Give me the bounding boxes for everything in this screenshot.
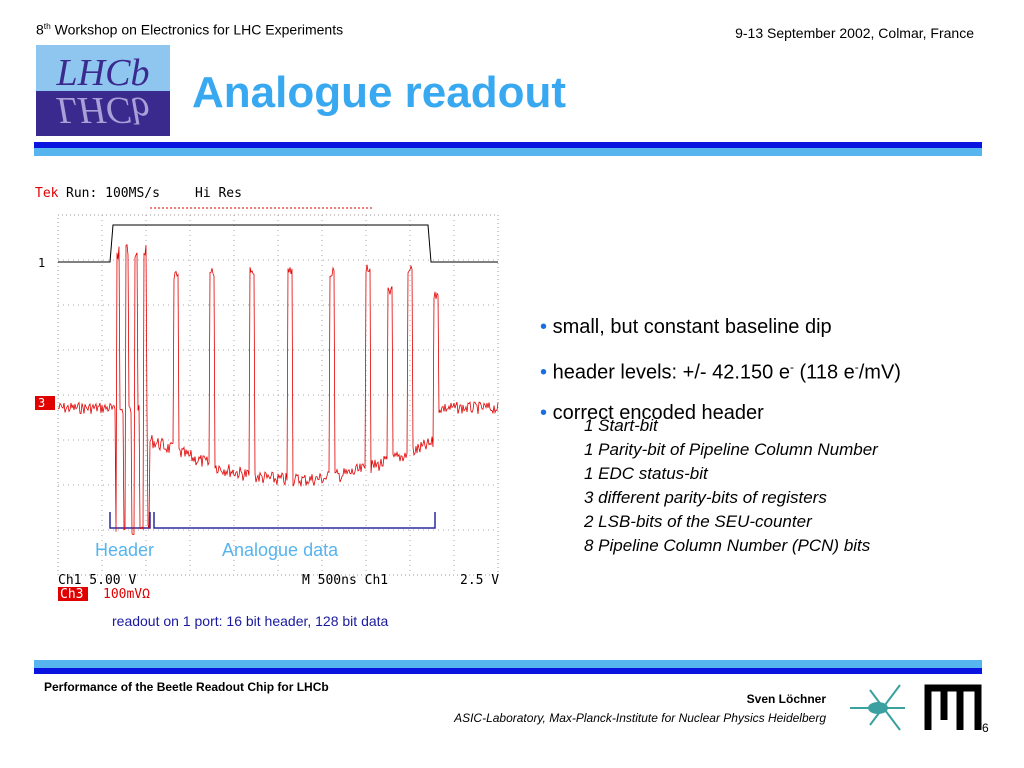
sub-item: 2 LSB-bits of the SEU-counter: [584, 512, 812, 531]
workshop-name: Workshop on Electronics for LHC Experime…: [50, 21, 344, 38]
ch1-trace: [58, 224, 498, 263]
logo-text: LHCb: [56, 52, 150, 94]
bullet-text: correct encoded header: [552, 401, 764, 424]
sub-item: 3 different parity-bits of registers: [584, 488, 827, 507]
sub-item: 1 Parity-bit of Pipeline Column Number: [584, 440, 878, 459]
page-number: 6: [982, 721, 989, 735]
rule-light: [34, 660, 982, 668]
ch3-label: Ch3: [60, 587, 83, 602]
oscilloscope: Tek Run: 100MS/s Hi Res 1 3 Ch1 5.00 V M…: [35, 186, 499, 602]
bullet-text: /mV): [858, 361, 901, 384]
scope-mode: Hi Res: [195, 186, 242, 201]
sub-item: 8 Pipeline Column Number (PCN) bits: [584, 536, 871, 555]
ch1-scale: Ch1 5.00 V: [58, 573, 136, 588]
bullet-text: (118 e: [793, 361, 855, 384]
mpi-logo: [850, 684, 982, 731]
bullet-text: small, but constant baseline dip: [552, 316, 832, 338]
bullet-dot: •: [540, 316, 548, 338]
bracket: [109, 512, 436, 529]
rule-dark: [34, 142, 982, 148]
ch3-scale: 100mVΩ: [103, 587, 150, 602]
header-label: Header: [95, 540, 154, 560]
ordinal: 8: [36, 21, 44, 38]
trigger-level: 2.5 V: [460, 573, 499, 588]
footer-title: Performance of the Beetle Readout Chip f…: [44, 680, 329, 694]
bullet-dot: •: [540, 401, 548, 424]
rule-dark: [34, 668, 982, 674]
date-place: 9-13 September 2002, Colmar, France: [735, 25, 974, 41]
rule-light: [34, 148, 982, 156]
bullet-dot: •: [540, 361, 548, 384]
ch1-marker: 1: [38, 256, 45, 270]
scope-brand: Tek: [35, 186, 59, 201]
data-label: Analogue data: [222, 540, 339, 560]
caption: readout on 1 port: 16 bit header, 128 bi…: [112, 613, 389, 629]
footer-affiliation: ASIC-Laboratory, Max-Planck-Institute fo…: [454, 711, 826, 725]
bullet-text: -: [789, 360, 794, 374]
title: Analogue readout: [192, 68, 567, 117]
ch3-marker: 3: [38, 396, 45, 410]
sub-items: 1 Start-bit 1 Parity-bit of Pipeline Colu…: [584, 414, 878, 558]
ch3-trace: [57, 244, 499, 536]
sub-item: 1 Start-bit: [584, 416, 658, 435]
footer-author: Sven Löchner: [746, 692, 826, 706]
ordinal-suffix: th: [43, 21, 51, 31]
scope-run: Run: 100MS/s: [66, 186, 160, 201]
timebase: M 500ns Ch1: [302, 573, 388, 588]
logo-reflection: LHCb: [56, 89, 150, 131]
bullet-text: header levels: +/- 42.150 e: [552, 361, 790, 384]
bullets: • small, but constant baseline dip • head…: [540, 307, 901, 433]
workshop: 8th Workshop on Electronics for LHC Expe…: [36, 21, 343, 38]
bullet-text: -: [854, 360, 859, 374]
logo-top: [36, 45, 170, 91]
bullet: • small, but constant baseline dip: [540, 307, 901, 347]
ch3-marker-box: [35, 396, 55, 410]
ch3-label-box: [58, 587, 88, 601]
sub-item: 1 EDC status-bit: [584, 464, 708, 483]
bullet: • header levels: +/- 42.150 e- (118 e-/m…: [540, 347, 901, 393]
bullet: • correct encoded header: [540, 393, 901, 433]
